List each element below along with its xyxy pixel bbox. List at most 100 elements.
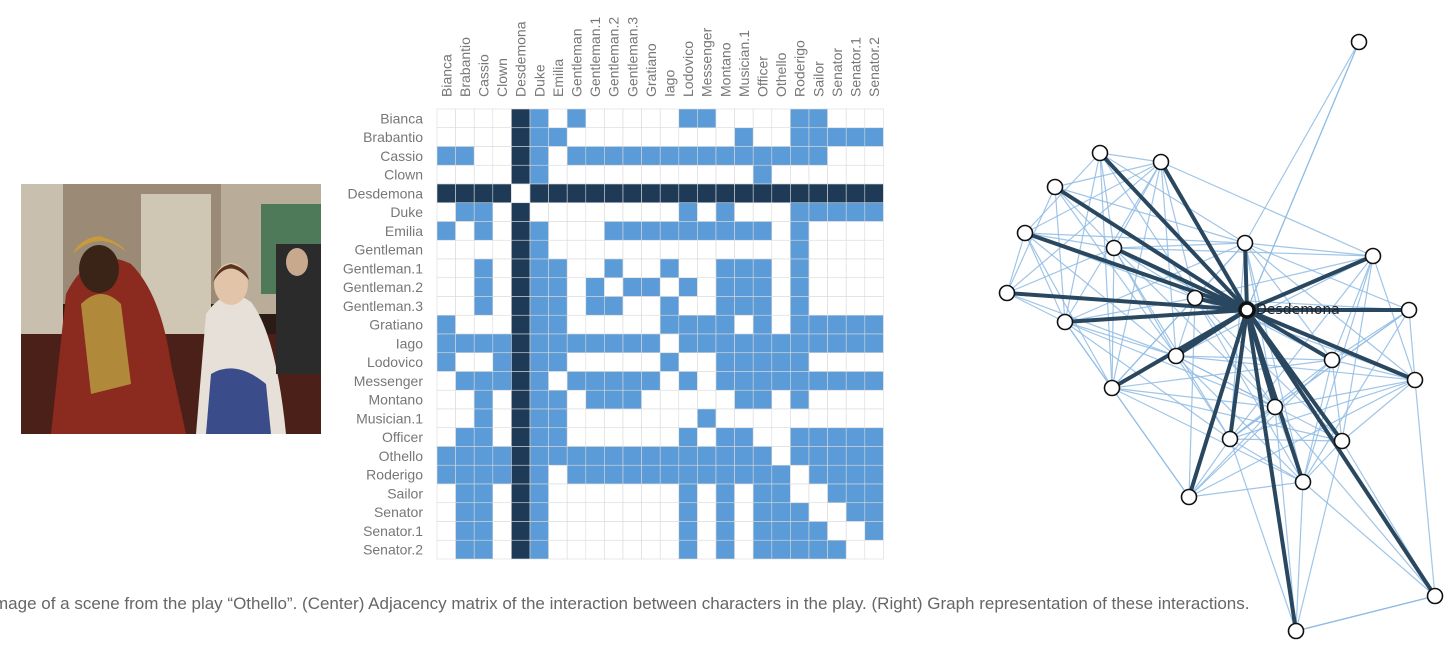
graph-edges <box>1006 41 1437 632</box>
matrix-cell <box>511 502 531 522</box>
matrix-cell <box>604 314 624 335</box>
matrix-cell <box>715 483 735 504</box>
graph-node <box>1364 247 1382 265</box>
graph-edge <box>1160 161 1374 257</box>
graph-edge <box>1188 406 1276 498</box>
matrix-cell <box>622 389 642 410</box>
matrix-cell <box>697 333 717 354</box>
matrix-cell <box>678 164 698 185</box>
matrix-cell <box>734 333 754 354</box>
matrix-cell <box>659 521 680 541</box>
matrix-cell <box>436 521 456 541</box>
matrix-cell <box>697 483 717 504</box>
matrix-cell <box>455 314 475 335</box>
matrix-cell <box>678 296 698 316</box>
matrix-cell <box>436 539 456 560</box>
matrix-cell <box>734 146 754 166</box>
matrix-cell <box>697 164 717 185</box>
matrix-cell <box>752 483 773 504</box>
matrix-cell <box>585 483 605 504</box>
matrix-cells <box>436 108 884 560</box>
row-label-duke: Duke <box>390 204 423 220</box>
matrix-cell <box>511 108 531 129</box>
matrix-cell <box>548 464 568 485</box>
graph-node <box>1350 33 1368 51</box>
matrix-cell <box>808 164 828 185</box>
row-label-bianca: Bianca <box>380 110 423 126</box>
matrix-cell <box>678 183 698 204</box>
matrix-cell <box>548 108 568 129</box>
row-label-brabantio: Brabantio <box>363 129 423 145</box>
matrix-cell <box>752 539 773 560</box>
matrix-cell <box>790 371 810 391</box>
matrix-cell <box>752 183 773 204</box>
graph-edge <box>1244 242 1374 257</box>
matrix-cell <box>715 502 735 522</box>
matrix-cell <box>790 202 810 222</box>
matrix-cell <box>455 146 475 166</box>
matrix-cell <box>473 483 494 504</box>
matrix-cell <box>622 239 642 260</box>
matrix-cell <box>697 521 717 541</box>
matrix-cell <box>641 371 661 391</box>
graph-edge <box>1024 232 1177 357</box>
matrix-cell <box>622 521 642 541</box>
matrix-cell <box>473 146 494 166</box>
matrix-cell <box>585 314 605 335</box>
matrix-cell <box>864 296 884 316</box>
matrix-cell <box>622 108 642 129</box>
matrix-cell <box>771 314 791 335</box>
matrix-cell <box>641 296 661 316</box>
matrix-cell <box>808 446 828 466</box>
matrix-cell <box>715 108 735 129</box>
matrix-cell <box>845 464 866 485</box>
matrix-cell <box>566 446 587 466</box>
matrix-cell <box>864 521 884 541</box>
graph-node <box>1091 144 1109 162</box>
matrix-cell <box>734 427 754 447</box>
matrix-cell <box>715 314 735 335</box>
matrix-cell <box>548 483 568 504</box>
graph-edge <box>1175 255 1374 357</box>
matrix-cell <box>548 239 568 260</box>
matrix-cell <box>436 108 456 129</box>
matrix-cell <box>492 239 512 260</box>
matrix-cell <box>790 164 810 185</box>
matrix-cell <box>808 314 828 335</box>
matrix-cell <box>455 258 475 279</box>
row-label-montano: Montano <box>369 392 424 408</box>
matrix-cell <box>752 502 773 522</box>
matrix-cell <box>492 352 512 372</box>
matrix-cell <box>604 146 624 166</box>
matrix-cell <box>604 483 624 504</box>
matrix-cell <box>511 333 531 354</box>
matrix-cell <box>771 521 791 541</box>
matrix-cell <box>827 371 847 391</box>
matrix-cell <box>604 221 624 241</box>
matrix-cell <box>771 277 791 297</box>
matrix-cell <box>752 296 773 316</box>
matrix-cell <box>529 427 549 447</box>
graph-edge-desdemona <box>1245 308 1334 362</box>
matrix-cell <box>659 239 680 260</box>
matrix-cell <box>622 483 642 504</box>
matrix-cell <box>455 446 475 466</box>
matrix-cell <box>455 239 475 260</box>
matrix-cell <box>827 164 847 185</box>
graph-edge <box>1113 247 1231 440</box>
matrix-cell <box>864 221 884 241</box>
matrix-cell <box>492 258 512 279</box>
matrix-cell <box>697 427 717 447</box>
matrix-cell <box>529 539 549 560</box>
matrix-cell <box>473 277 494 297</box>
matrix-cell <box>659 277 680 297</box>
matrix-cell <box>436 277 456 297</box>
matrix-row-labels: Bianca Brabantio Cassio Clown Desdemona Duke E… <box>343 110 424 557</box>
matrix-cell <box>641 202 661 222</box>
matrix-cell <box>659 164 680 185</box>
matrix-cell <box>808 202 828 222</box>
matrix-cell <box>529 371 549 391</box>
matrix-cell <box>827 464 847 485</box>
matrix-cell <box>845 108 866 129</box>
matrix-cell <box>585 296 605 316</box>
